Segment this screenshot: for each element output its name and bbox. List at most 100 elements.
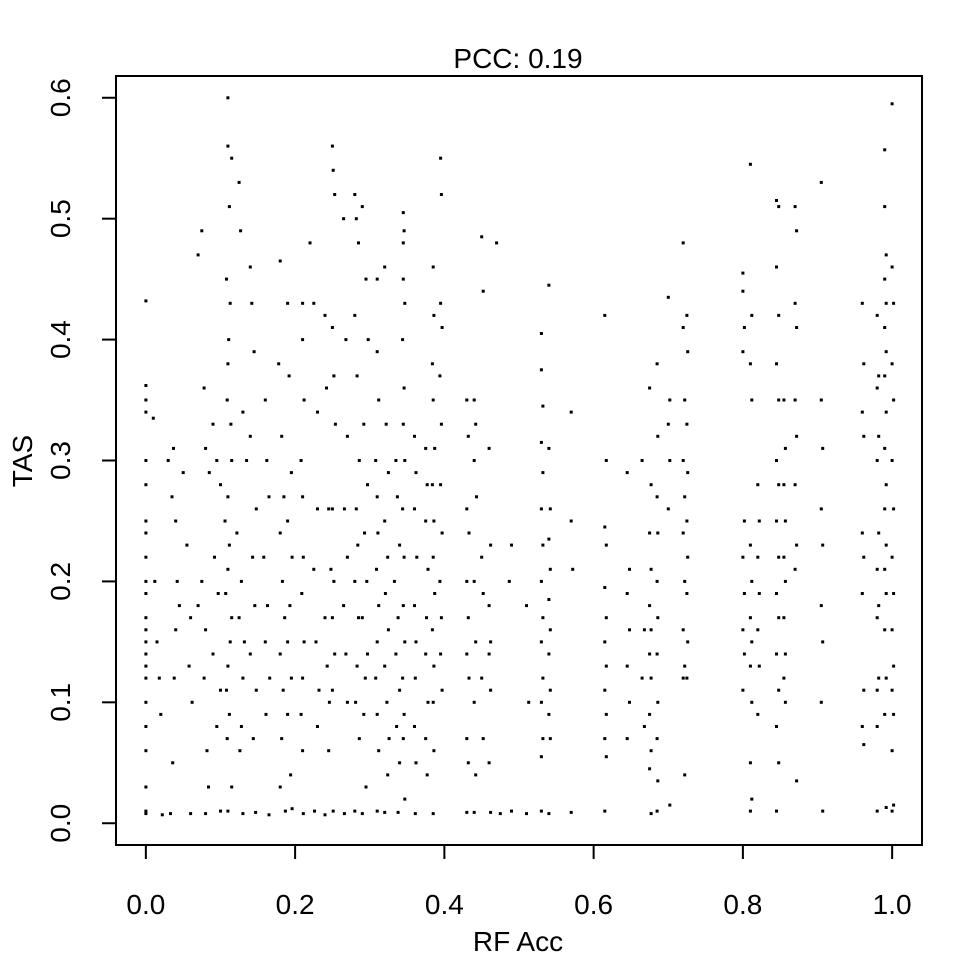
data-point [312,567,316,571]
data-point [398,761,402,765]
data-point [656,700,660,704]
data-point [228,640,232,644]
data-point [357,241,360,245]
data-point [301,676,305,680]
data-point [539,440,543,444]
data-point [289,676,293,680]
data-point [424,652,428,656]
data-point [144,531,148,535]
data-point [890,459,894,462]
data-point [327,507,331,511]
data-point [283,616,287,620]
data-point [355,374,359,378]
data-point [403,301,407,305]
data-point [431,812,435,816]
data-point [251,555,255,559]
y-tick-label: 0.6 [45,78,76,117]
data-point [169,812,172,816]
data-point [655,652,659,656]
data-point [290,555,294,559]
data-point [741,688,745,692]
data-point [783,700,787,704]
data-point [344,652,348,656]
data-point [342,812,346,816]
data-point [548,737,552,741]
data-point [414,761,418,765]
data-point [625,592,629,595]
data-point [465,398,469,402]
data-point [819,507,823,511]
data-point [362,422,366,426]
data-point [883,277,887,281]
data-point [386,555,390,559]
data-point [262,555,266,559]
data-point [884,350,888,354]
data-point [230,616,234,620]
data-point [432,313,436,317]
data-point [144,410,148,414]
data-point [424,737,428,741]
data-point [345,700,349,704]
data-point [821,446,825,450]
data-point [200,579,204,583]
data-point [144,616,148,620]
data-point [333,422,337,426]
data-point [681,676,685,680]
data-point [144,652,148,656]
data-point [884,806,888,809]
data-point [649,567,653,571]
data-point [331,168,335,172]
data-point [283,809,287,813]
data-point [316,725,319,728]
data-point [655,737,659,741]
data-point [413,812,417,816]
data-point [862,555,866,559]
data-point [756,712,760,716]
data-point [775,199,778,202]
data-point [890,265,894,269]
data-point [286,519,290,523]
data-point [401,604,405,608]
data-point [507,579,511,583]
data-point [392,579,396,583]
data-point [775,652,778,656]
data-point [649,483,653,487]
data-point [219,809,222,813]
data-point [425,773,429,777]
data-point [686,640,690,644]
data-point [757,592,761,595]
data-point [413,725,416,728]
data-point [860,531,864,535]
data-point [472,700,476,704]
data-point [884,676,888,680]
data-point [280,579,284,583]
x-axis: 0.0 0.2 0.4 0.6 0.8 1.0 [126,844,912,920]
data-point [312,301,316,305]
data-point [569,519,573,523]
data-point [875,809,879,813]
data-point [286,301,290,305]
data-point [883,507,887,511]
data-point [401,241,405,245]
data-point [892,507,896,511]
data-point [226,664,230,668]
data-point [323,616,327,620]
data-point [414,640,418,644]
data-point [875,725,879,728]
x-tick-label: 0.6 [574,889,613,920]
data-point [883,567,887,571]
data-point [144,579,148,583]
data-point [278,531,282,535]
data-point [366,483,369,487]
data-point [603,640,607,644]
data-point [375,350,379,354]
data-point [860,301,864,305]
data-point [495,241,499,245]
data-point [401,737,405,741]
data-point [686,555,690,559]
data-point [354,507,358,511]
data-point [795,229,799,233]
data-point [438,374,442,378]
data-point [750,398,754,402]
data-point [681,241,685,245]
